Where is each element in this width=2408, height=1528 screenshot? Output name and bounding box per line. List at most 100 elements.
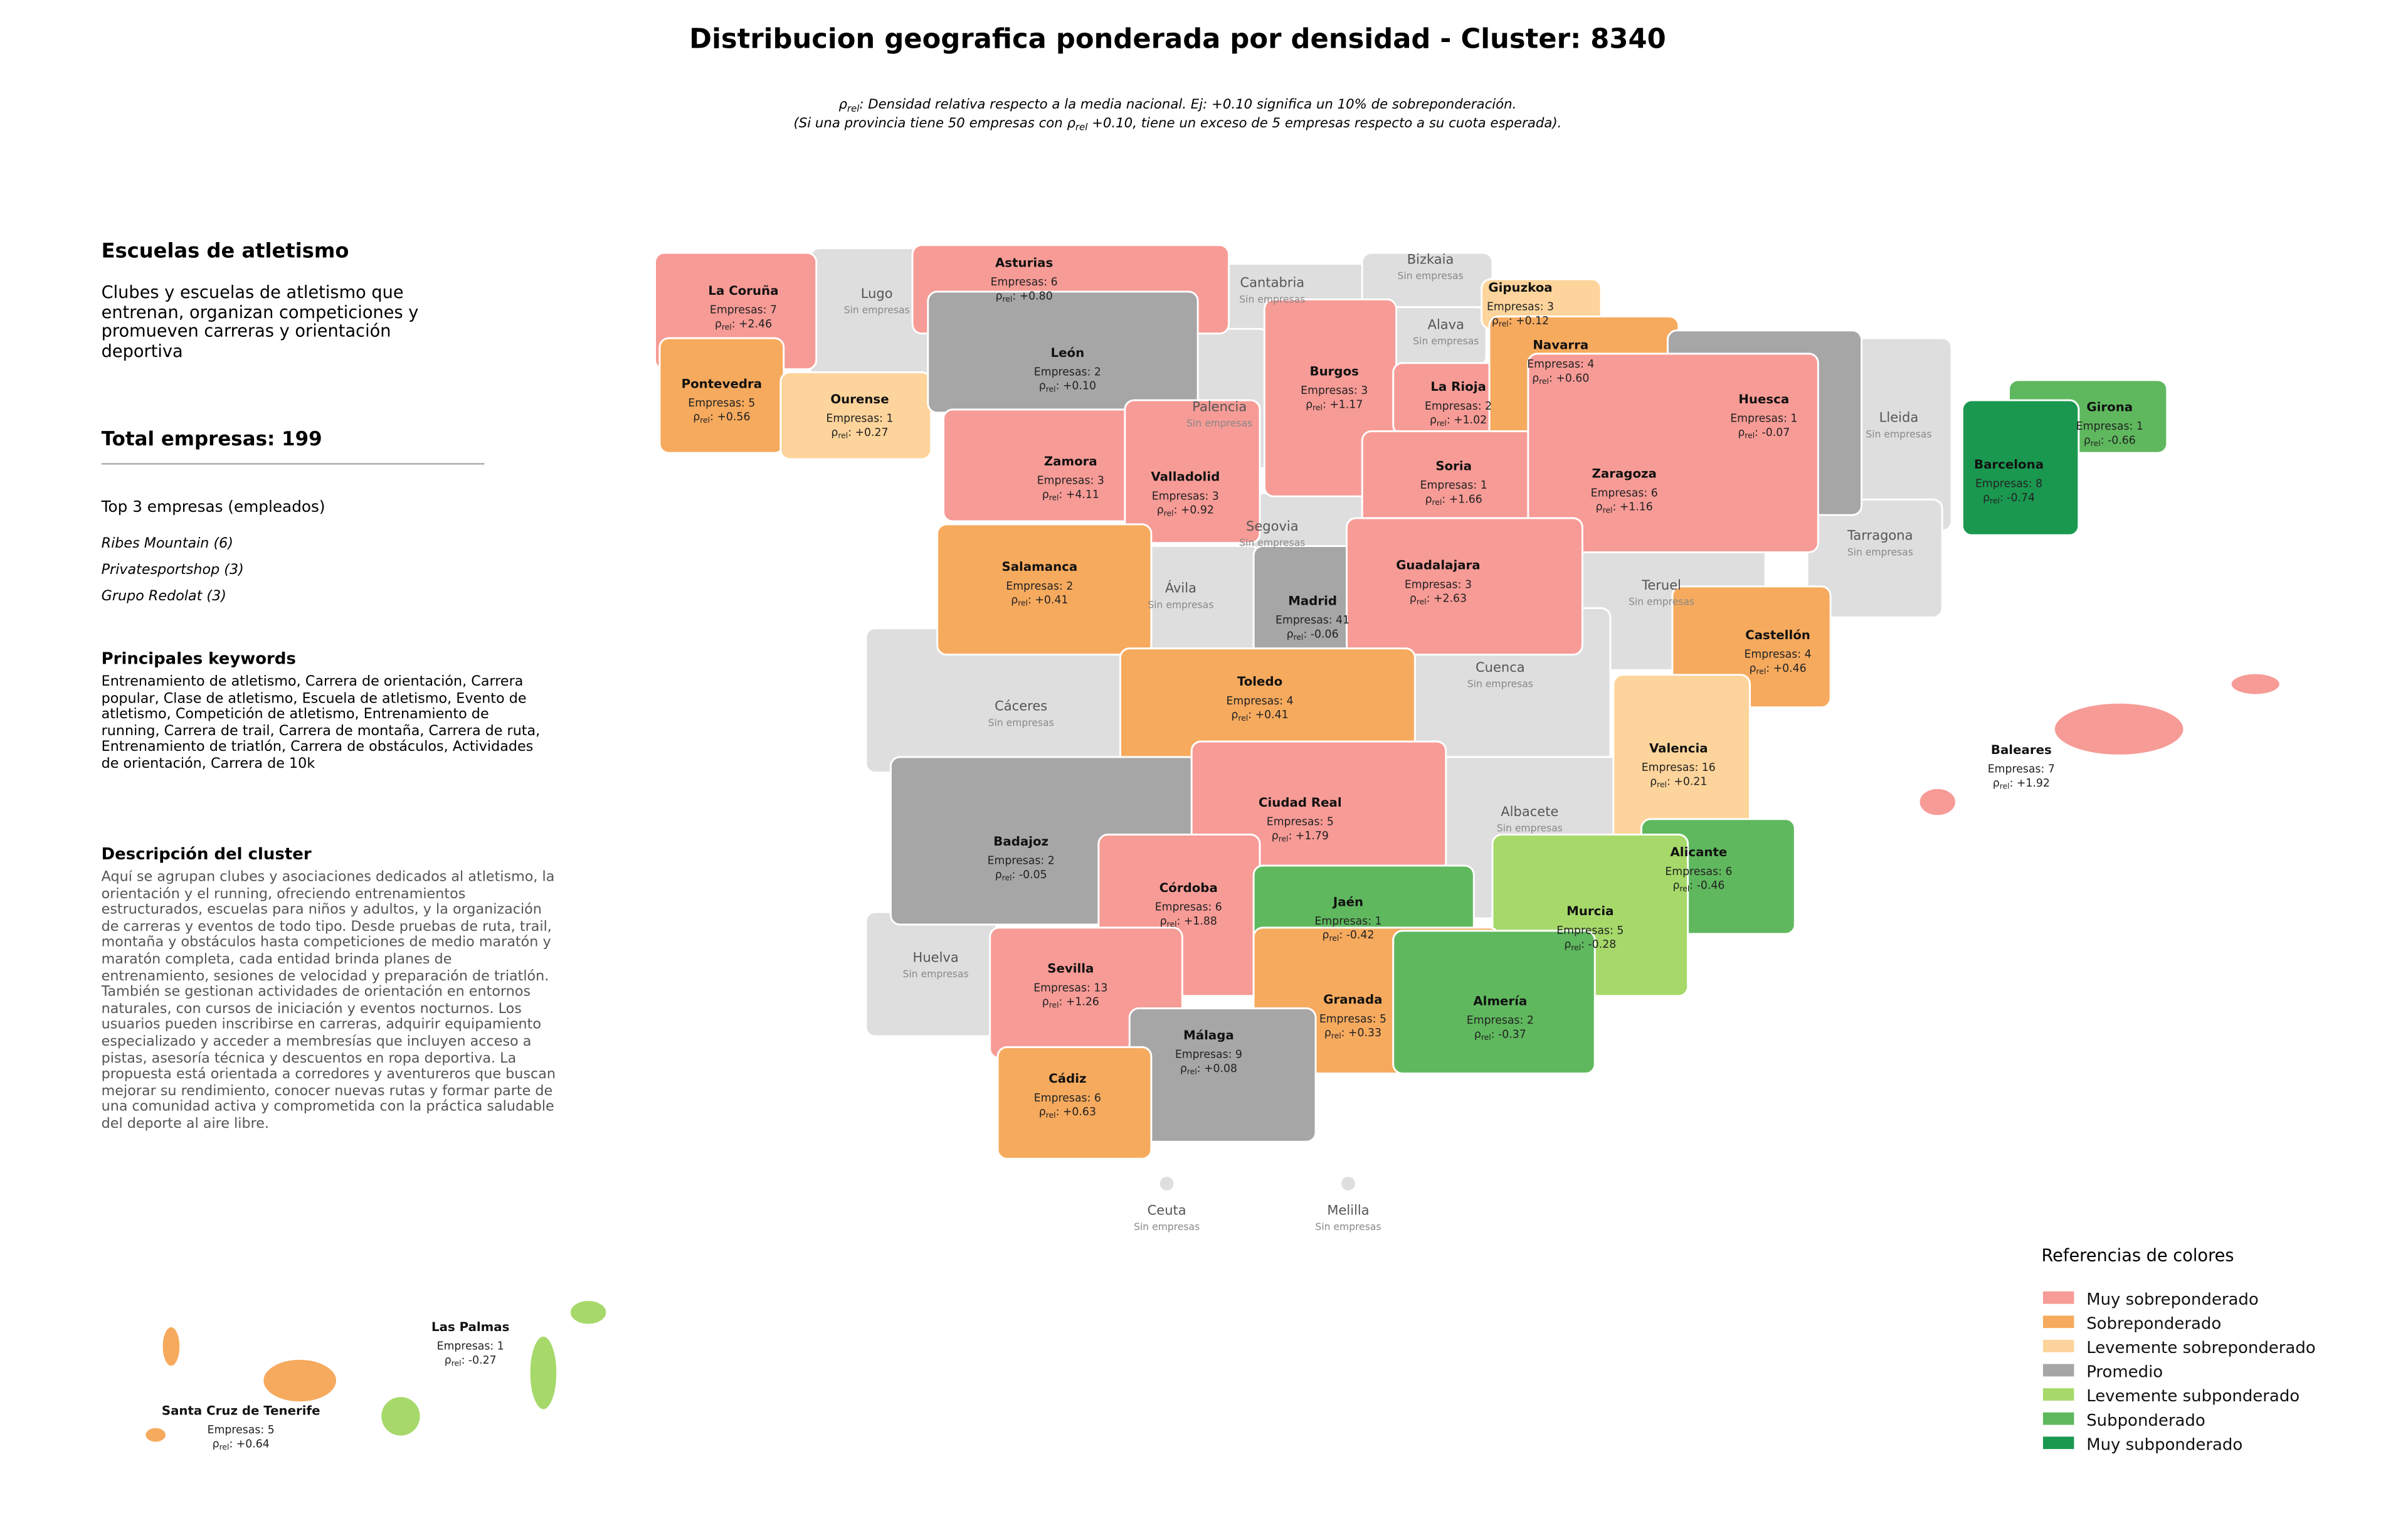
rho-sub: rel (1002, 873, 1012, 882)
province-shape (2052, 701, 2185, 756)
rho-symbol: ρ (1749, 662, 1756, 675)
province-name: Santa Cruz de Tenerife (162, 1403, 320, 1418)
panel-heading: Escuelas de atletismo (102, 239, 349, 263)
rho-colon: : (1177, 915, 1181, 928)
companies-value: 6 (1651, 487, 1658, 499)
no-companies: Sin empresas (1629, 597, 1694, 608)
companies-label: Empresas: (1730, 413, 1787, 425)
rho-sub: rel (1657, 780, 1667, 789)
province-name: Girona (2086, 400, 2133, 414)
rho: ρrel: +0.46 (1749, 662, 1806, 676)
rho-sub: rel (1481, 1033, 1491, 1042)
rho: ρrel: -0.74 (1983, 492, 2035, 506)
rho-sub: rel (1238, 714, 1248, 723)
province-name: Burgos (1310, 364, 1359, 378)
companies-label: Empresas: (2076, 420, 2133, 433)
province-name: Zamora (1044, 454, 1097, 469)
keywords-box: Entrenamiento de atletismo, Carrera de o… (102, 675, 541, 772)
province-name: Zaragoza (1592, 467, 1657, 481)
legend-label: Muy sobreponderado (2086, 1290, 2259, 1309)
rho-value: +0.60 (1556, 372, 1589, 385)
companies-value: 5 (268, 1424, 275, 1436)
province-name: Barcelona (1974, 457, 2044, 472)
no-companies: Sin empresas (1186, 418, 1252, 429)
companies-label: Empresas: (1591, 487, 1648, 499)
rho: ρrel: +0.64 (213, 1438, 270, 1451)
rho: ρrel: +2.46 (715, 318, 772, 332)
companies-label: Empresas: (1420, 479, 1477, 492)
legend: Muy sobreponderado Sobreponderado Levement… (2042, 1290, 2316, 1454)
companies-value: 5 (1327, 816, 1334, 829)
companies: Empresas: 2 (988, 855, 1055, 867)
companies-label: Empresas: (1267, 816, 1324, 829)
rho-sub: rel (1075, 122, 1088, 133)
no-companies: Sin empresas (1866, 428, 1931, 440)
rho-symbol: ρ (1042, 489, 1049, 501)
companies-label: Empresas: (710, 304, 767, 317)
rho-symbol: ρ (1042, 996, 1049, 1009)
rho-symbol: ρ (1983, 492, 1990, 504)
rho-value: -0.28 (1588, 938, 1617, 951)
legend-swatch (2042, 1364, 2074, 1377)
companies: Empresas: 1 (826, 413, 893, 425)
province-name: Ourense (830, 392, 889, 406)
companies-label: Empresas: (688, 397, 745, 410)
rho-colon: : (1427, 593, 1430, 605)
top-company: Privatesportshop (3) (102, 561, 244, 578)
rho-sub: rel (1018, 599, 1028, 608)
companies-label: Empresas: (1665, 866, 1722, 878)
companies-label: Empresas: (1487, 301, 1544, 314)
rho-value: +0.41 (1255, 709, 1289, 721)
companies-value: 2 (1485, 400, 1492, 413)
rho-symbol: ρ (715, 318, 722, 331)
rho: ρrel: +0.41 (1011, 594, 1068, 608)
rho-sub: rel (1003, 295, 1013, 304)
companies-label: Empresas: (1034, 1092, 1091, 1105)
rho-symbol: ρ (1157, 504, 1164, 517)
rho-sub: rel (219, 1443, 230, 1451)
companies-label: Empresas: (1744, 649, 1801, 661)
no-companies: Sin empresas (903, 968, 969, 980)
rho-colon: : (1766, 662, 1770, 675)
companies: Empresas: 6 (1591, 487, 1658, 499)
companies-value: 1 (887, 413, 894, 425)
companies-value: 1 (2136, 420, 2143, 433)
rho-value: +2.46 (739, 318, 772, 331)
rho-colon: : (1197, 1063, 1201, 1075)
rho-colon: : (1581, 938, 1585, 951)
companies: Empresas: 3 (1301, 385, 1368, 397)
rho-colon: : (1028, 594, 1032, 607)
rho-colon: : (1248, 709, 1252, 721)
companies-value: 1 (497, 1340, 504, 1353)
companies-label: Empresas: (1033, 982, 1090, 994)
rho-symbol: ρ (1532, 372, 1539, 385)
companies-value: 3 (1361, 385, 1368, 397)
subtitle-line1: ρrel: Densidad relativa respecto a la me… (838, 97, 1516, 114)
companies: Empresas: 3 (1487, 301, 1554, 314)
rho-colon: : (1012, 290, 1016, 302)
province-name: Ávila (1165, 580, 1196, 596)
companies-label: Empresas: (1314, 915, 1371, 928)
rho-sub: rel (1329, 934, 1339, 943)
companies: Empresas: 6 (1034, 1092, 1101, 1105)
companies: Empresas: 4 (1527, 358, 1594, 371)
text: (Si una provincia tiene 50 empresas con (793, 115, 1067, 131)
rho-value: +0.33 (1348, 1027, 1381, 1039)
legend-label: Promedio (2086, 1363, 2163, 1382)
no-companies: Sin empresas (1467, 679, 1533, 690)
companies-value: 41 (1336, 614, 1349, 627)
province-name: Las Palmas (431, 1320, 509, 1334)
rho: ρrel: -0.06 (1287, 628, 1339, 642)
rho-value: +0.12 (1516, 315, 1549, 327)
rho: ρrel: +1.79 (1272, 830, 1329, 844)
rho-value: +1.92 (2017, 777, 2050, 790)
no-companies: Sin empresas (1497, 823, 1563, 834)
rho-sub: rel (1571, 943, 1581, 952)
rho-colon: : (1549, 372, 1553, 385)
province-shape (1392, 930, 1596, 1074)
rho-colon: : (1442, 493, 1445, 506)
province-name: Ciudad Real (1259, 795, 1342, 810)
companies: Empresas: 13 (1033, 982, 1107, 994)
rho: ρrel: +2.63 (1410, 593, 1467, 607)
rho-value: -0.37 (1498, 1029, 1526, 1041)
